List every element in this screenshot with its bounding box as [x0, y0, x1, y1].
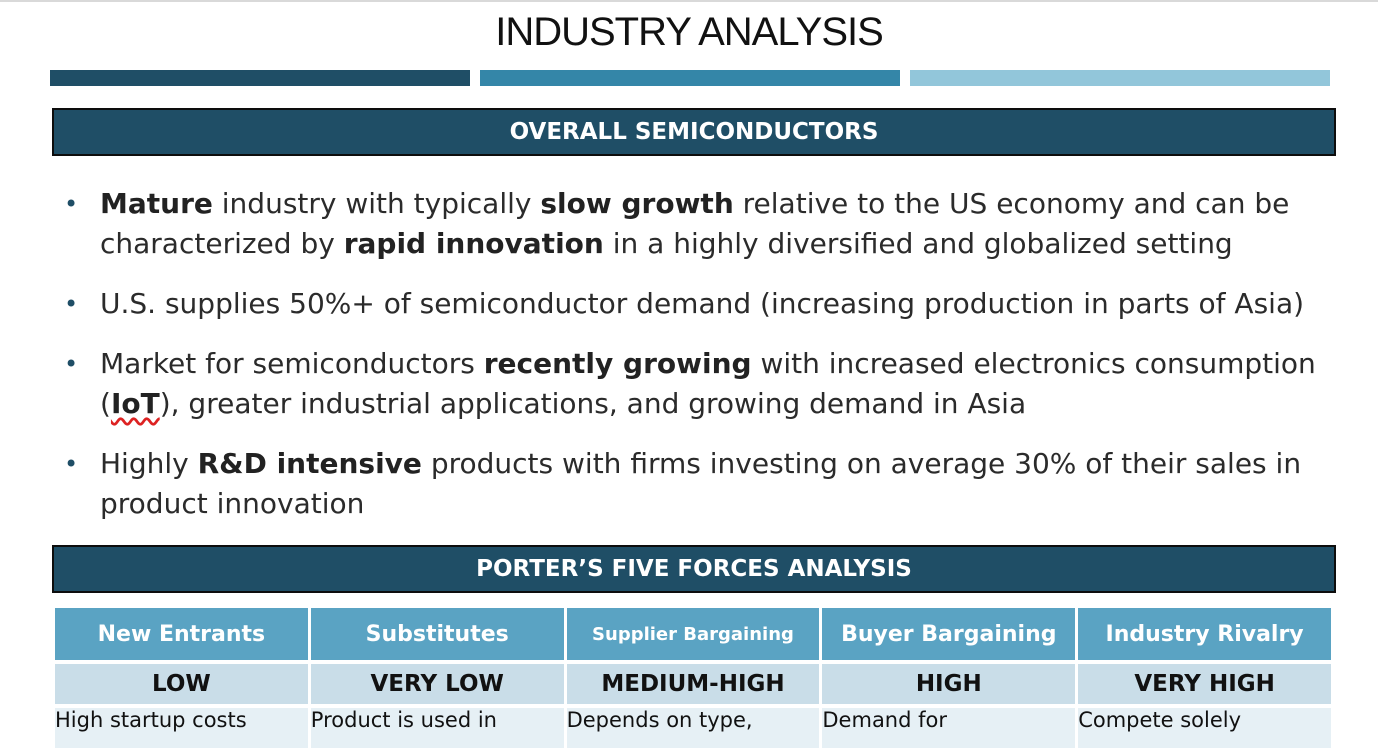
description-cell: Demand for — [822, 708, 1076, 748]
bullet-emphasis: recently growing — [483, 347, 752, 380]
bullet-text: U.S. supplies 50%+ of semiconductor dema… — [100, 287, 1304, 320]
level-cell: HIGH — [822, 664, 1076, 708]
column-header-substitutes: Substitutes — [310, 608, 564, 664]
bullet-emphasis: rapid innovation — [343, 227, 604, 260]
bullet-segment: Market for semiconductors — [100, 347, 484, 380]
bullet-emphasis: slow growth — [540, 187, 734, 220]
bullet-emphasis: R&D intensive — [197, 447, 422, 480]
column-header-supplier-bargaining: Supplier Bargaining — [566, 608, 820, 664]
accent-bar-dark — [50, 70, 470, 86]
level-cell: VERY HIGH — [1078, 664, 1331, 708]
section-header-overall: OVERALL SEMICONDUCTORS — [52, 108, 1336, 156]
description-cell: Product is used in — [310, 708, 564, 748]
bullet-icon: • — [64, 290, 79, 318]
bullet-emphasis: Mature — [100, 187, 213, 220]
bullet-emphasis: IoT — [110, 387, 160, 420]
bullet-segment: U.S. supplies 50%+ of semiconductor dema… — [100, 287, 1305, 320]
bullet-icon: • — [64, 350, 79, 378]
bullet-item: • U.S. supplies 50%+ of semiconductor dem… — [60, 284, 1340, 324]
bullet-segment: ), greater industrial applications, and … — [159, 387, 1027, 420]
bullet-icon: • — [64, 190, 79, 218]
description-cell: Compete solely — [1078, 708, 1331, 748]
bullet-segment: in a highly diversified and globalized s… — [603, 227, 1233, 260]
bullet-segment: products with firms investing on average… — [100, 447, 1302, 520]
accent-bar-mid — [480, 70, 900, 86]
bullet-text: Mature industry with typically slow grow… — [100, 187, 1289, 260]
description-cell: High startup costs — [55, 708, 308, 748]
bullet-segment: with increased electronics consumption ( — [100, 347, 1316, 420]
column-header-industry-rivalry: Industry Rivalry — [1078, 608, 1331, 664]
bullet-list: • Mature industry with typically slow gro… — [60, 184, 1340, 544]
column-header-buyer-bargaining: Buyer Bargaining — [822, 608, 1076, 664]
section-header-porter: PORTER’S FIVE FORCES ANALYSIS — [52, 545, 1336, 593]
bullet-icon: • — [64, 450, 79, 478]
five-forces-table: New Entrants Substitutes Supplier Bargai… — [52, 608, 1334, 748]
bullet-segment: Highly — [100, 447, 198, 480]
bullet-text: Highly R&D intensive products with firms… — [100, 447, 1301, 520]
bullet-item: • Market for semiconductors recently grow… — [60, 344, 1340, 424]
bullet-segment: relative to the US economy and can be ch… — [100, 187, 1290, 260]
level-cell: VERY LOW — [310, 664, 564, 708]
description-cell: Depends on type, — [566, 708, 820, 748]
level-cell: MEDIUM-HIGH — [566, 664, 820, 708]
bullet-text: Market for semiconductors recently growi… — [100, 347, 1316, 420]
top-divider-line — [0, 0, 1378, 2]
accent-bar-light — [910, 70, 1330, 86]
level-cell: LOW — [55, 664, 308, 708]
bullet-item: • Mature industry with typically slow gro… — [60, 184, 1340, 264]
page-title: INDUSTRY ANALYSIS — [495, 10, 884, 54]
table-row-description: High startup costs Product is used in De… — [55, 708, 1331, 748]
bullet-item: • Highly R&D intensive products with firm… — [60, 444, 1340, 524]
column-header-new-entrants: New Entrants — [55, 608, 308, 664]
table-header-row: New Entrants Substitutes Supplier Bargai… — [55, 608, 1331, 664]
table-row-level: LOW VERY LOW MEDIUM-HIGH HIGH VERY HIGH — [55, 664, 1331, 708]
bullet-segment: industry with typically — [212, 187, 541, 220]
